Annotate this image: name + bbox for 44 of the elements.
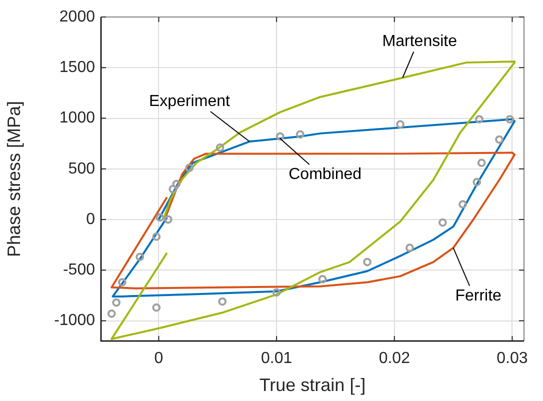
- y-axis-title: Phase stress [MPa]: [4, 100, 24, 258]
- y-tick-label: 500: [68, 160, 96, 178]
- y-tick-label: 1500: [59, 59, 96, 76]
- point: [495, 135, 504, 144]
- annotation: Martensite: [382, 33, 458, 50]
- point: [118, 278, 126, 286]
- point: [438, 218, 447, 227]
- point: [276, 132, 284, 141]
- point: [477, 158, 486, 167]
- y-tick-label: -1000: [54, 312, 96, 330]
- point: [168, 184, 178, 194]
- y-tick-label: 0: [86, 210, 96, 228]
- point: [156, 213, 164, 222]
- annotation: Ferrite: [455, 287, 502, 304]
- point: [136, 252, 144, 262]
- x-tick-label: 0.02: [378, 350, 410, 368]
- y-tick-label: 1000: [59, 110, 96, 127]
- point: [396, 120, 404, 129]
- x-tick-label: 0.03: [496, 350, 528, 368]
- point: [185, 164, 194, 172]
- point: [472, 178, 482, 186]
- point: [216, 143, 224, 152]
- point: [363, 258, 372, 266]
- point: [458, 200, 467, 209]
- y-tick-label: 2000: [59, 8, 96, 26]
- point: [218, 297, 227, 306]
- x-axis-title: True strain [-]: [259, 375, 366, 396]
- point: [152, 232, 161, 241]
- point: [506, 115, 514, 124]
- point: [475, 115, 484, 124]
- point: [296, 130, 304, 139]
- x-tick-label: 0.01: [260, 350, 292, 368]
- annotation: Experiment: [149, 92, 230, 110]
- point: [318, 275, 327, 284]
- x-tick-label: 0: [154, 350, 164, 368]
- point: [406, 244, 414, 252]
- y-tick-label: -500: [62, 262, 96, 279]
- point: [152, 303, 161, 312]
- point: [107, 309, 116, 318]
- point: [272, 288, 281, 297]
- point: [164, 215, 172, 224]
- point: [112, 298, 121, 307]
- point: [172, 180, 181, 188]
- annotation: Combined: [288, 166, 362, 183]
